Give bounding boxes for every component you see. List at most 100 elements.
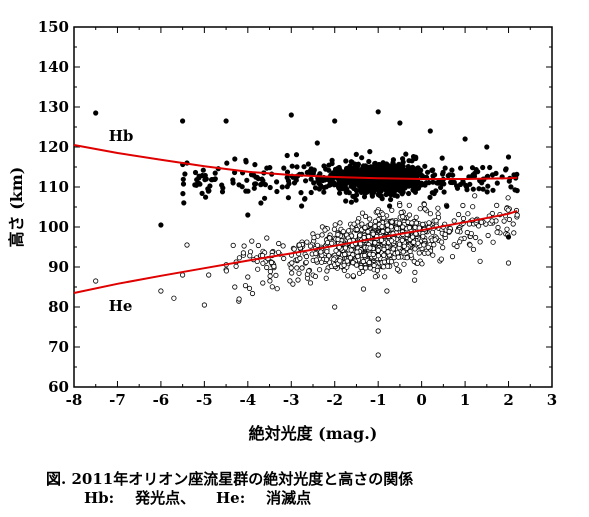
hb-point (458, 165, 464, 171)
he-point (354, 226, 360, 233)
hb-point (375, 192, 381, 198)
he-point (375, 253, 381, 259)
he-point (394, 266, 401, 272)
hb-point (180, 181, 187, 187)
he-point (304, 239, 310, 245)
hb-point (343, 188, 349, 194)
he-point (460, 202, 466, 209)
hb-fit-line (73, 144, 518, 180)
he-point (429, 229, 436, 235)
he-point (470, 246, 477, 252)
he-point (409, 234, 416, 240)
hb-point (224, 160, 230, 166)
he-point (456, 239, 463, 245)
y-tick-label: 70 (48, 338, 69, 356)
he-point (280, 243, 286, 249)
hb-point (321, 189, 327, 195)
hb-point (350, 170, 356, 176)
he-point (184, 242, 190, 248)
hb-point (310, 169, 317, 175)
hb-point (419, 173, 425, 179)
he-point (419, 261, 425, 267)
he-point (297, 255, 303, 261)
he-point (440, 245, 446, 251)
he-point (470, 204, 476, 210)
hb-point (337, 170, 344, 176)
he-point (307, 280, 314, 286)
he-point (400, 214, 406, 220)
he-point (384, 288, 390, 294)
hb-point (393, 164, 400, 170)
hb-point (199, 190, 205, 196)
hb-point (202, 172, 208, 179)
he-point (446, 228, 452, 234)
hb-point (180, 191, 186, 197)
hb-point (208, 177, 215, 183)
he-point (267, 273, 273, 279)
hb-point (449, 167, 455, 173)
hb-point (422, 163, 428, 169)
hb-point (253, 181, 259, 187)
hb-point (252, 162, 258, 168)
hb-point (429, 167, 435, 173)
he-point (359, 221, 365, 227)
he-point (407, 248, 413, 255)
he-point (269, 284, 275, 290)
he-point (348, 247, 354, 253)
hb-point (202, 177, 208, 183)
he-point (472, 193, 478, 199)
he-point (414, 260, 421, 266)
he-point (274, 286, 280, 292)
he-point (389, 219, 395, 225)
he-point (454, 243, 460, 250)
hb-point (410, 164, 416, 170)
he-point (381, 252, 387, 258)
hb-point (308, 189, 314, 196)
hb-point (232, 156, 238, 162)
he-point (442, 231, 448, 237)
hb-point (285, 195, 292, 201)
x-tick-label: 3 (547, 391, 557, 409)
hb-point (479, 180, 485, 186)
he-point (332, 222, 338, 228)
he-point (366, 259, 372, 266)
he-point (340, 229, 346, 235)
he-point (324, 268, 330, 274)
he-point (344, 258, 350, 264)
hb-point (427, 128, 433, 134)
he-point (432, 237, 438, 243)
hb-point (311, 180, 317, 186)
hb-point (400, 167, 406, 173)
hb-point (372, 166, 378, 172)
he-point (319, 232, 325, 238)
hb-point (206, 188, 212, 194)
hb-point (338, 185, 344, 191)
hb-point (93, 110, 99, 116)
hb-point (397, 188, 403, 194)
he-point (380, 264, 387, 270)
hb-point (299, 203, 305, 209)
hb-point (494, 180, 500, 186)
hb-point (303, 178, 309, 184)
he-point (288, 265, 294, 271)
hb-point (284, 175, 290, 181)
he-point (494, 202, 500, 208)
he-point (337, 220, 343, 226)
y-tick-label: 120 (38, 138, 69, 156)
plot-elements: -8 -7 -6 -5 -4 -3 -2 -1 0 1 2 3 60 70 80 90 100 110 120 130… (7, 18, 557, 443)
he-point (240, 250, 246, 256)
hb-point (375, 109, 381, 115)
he-point (406, 212, 413, 218)
hb-point (475, 169, 481, 175)
hb-point (245, 188, 251, 194)
hb-point (425, 169, 431, 175)
he-point (242, 282, 249, 289)
hb-point (383, 191, 389, 198)
hb-point (326, 167, 332, 173)
he-point (505, 207, 511, 213)
he-point (409, 220, 415, 226)
annotation-he: He (109, 297, 133, 315)
he-point (390, 246, 396, 252)
hb-point (370, 172, 376, 178)
he-point (389, 207, 395, 213)
